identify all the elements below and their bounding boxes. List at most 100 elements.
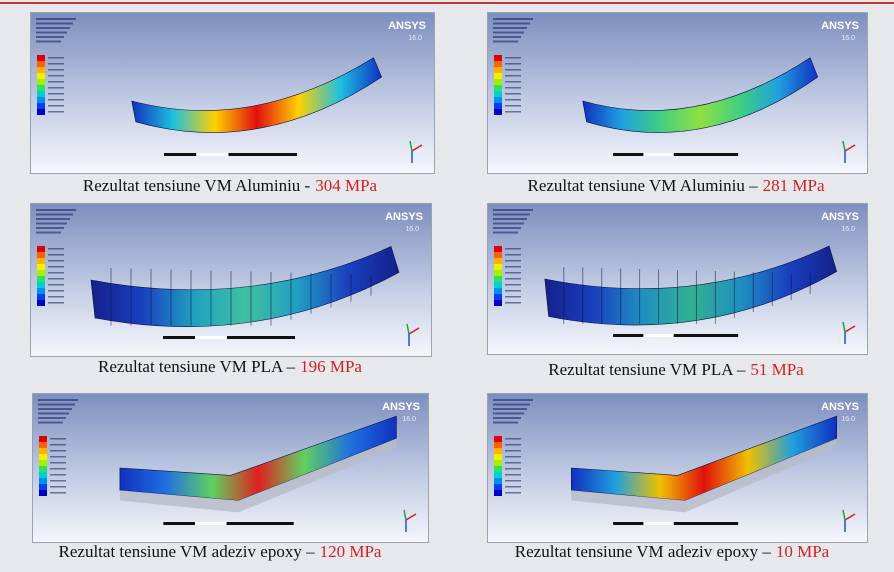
legend-swatch — [39, 460, 47, 466]
header-line — [493, 27, 527, 29]
legend-swatch — [494, 91, 502, 97]
legend-swatch — [494, 466, 502, 472]
header-line — [36, 218, 70, 220]
legend-tick-text — [48, 272, 64, 274]
header-line — [38, 399, 78, 401]
legend-tick-text — [48, 99, 64, 101]
legend-swatch — [494, 490, 502, 496]
scale-bar — [613, 522, 738, 525]
simulation-view: ANSYS16.0 — [31, 204, 431, 356]
caption-text: Rezultat tensiune VM Aluminiu – — [528, 176, 758, 195]
legend-swatch — [37, 288, 45, 294]
legend-swatch — [494, 252, 502, 258]
legend-tick-text — [505, 87, 521, 89]
header-line — [36, 36, 64, 38]
legend-tick-text — [48, 75, 64, 77]
logo: ANSYS — [388, 20, 426, 32]
legend-tick-text — [505, 444, 521, 446]
legend-swatch — [39, 490, 47, 496]
header-line — [36, 232, 61, 234]
legend-tick-text — [505, 99, 521, 101]
legend-tick-text — [48, 81, 64, 83]
header-line — [36, 223, 67, 225]
legend-swatch — [39, 478, 47, 484]
simulation-view: ANSYS16.0 — [488, 13, 867, 173]
legend-tick-text — [48, 57, 64, 59]
caption-text: Rezultat tensiune VM PLA – — [548, 360, 745, 379]
background — [488, 394, 867, 542]
legend-tick-text — [50, 456, 66, 458]
header-line — [493, 218, 527, 220]
legend-swatch — [37, 55, 45, 61]
legend-swatch — [39, 466, 47, 472]
header-line — [493, 422, 518, 424]
version: 16.0 — [402, 416, 416, 423]
legend-tick-text — [505, 296, 521, 298]
legend-swatch — [37, 294, 45, 300]
scale-bar — [643, 153, 673, 156]
legend-swatch — [37, 67, 45, 73]
legend-swatch — [37, 270, 45, 276]
simulation-view: ANSYS16.0 — [33, 394, 428, 542]
legend-tick-text — [50, 492, 66, 494]
header-line — [493, 232, 518, 234]
background — [33, 394, 428, 542]
legend-swatch — [37, 276, 45, 282]
caption: Rezultat tensiune VM PLA –51 MPa — [466, 360, 886, 380]
legend-swatch — [37, 91, 45, 97]
header-line — [493, 399, 533, 401]
legend-tick-text — [505, 81, 521, 83]
header-line — [493, 227, 521, 229]
legend-swatch — [494, 55, 502, 61]
legend-swatch — [494, 246, 502, 252]
version: 16.0 — [841, 226, 855, 233]
legend-tick-text — [48, 87, 64, 89]
legend-tick-text — [505, 450, 521, 452]
legend-swatch — [494, 73, 502, 79]
version: 16.0 — [405, 226, 419, 233]
legend-tick-text — [50, 444, 66, 446]
legend-swatch — [37, 109, 45, 115]
caption: Rezultat tensiune VM PLA –196 MPa — [10, 357, 450, 377]
legend-tick-text — [505, 272, 521, 274]
header-line — [38, 417, 66, 419]
header-line — [36, 41, 61, 43]
legend-swatch — [494, 67, 502, 73]
legend-swatch — [494, 288, 502, 294]
legend-swatch — [39, 484, 47, 490]
result-value: 120 MPa — [320, 542, 382, 561]
header-line — [493, 36, 521, 38]
legend-tick-text — [48, 284, 64, 286]
legend-swatch — [494, 85, 502, 91]
legend-tick-text — [48, 290, 64, 292]
legend-swatch — [37, 79, 45, 85]
header-line — [36, 18, 76, 20]
result-value: 304 MPa — [315, 176, 377, 195]
legend-swatch — [494, 478, 502, 484]
legend-tick-text — [505, 105, 521, 107]
legend-tick-text — [48, 111, 64, 113]
legend-swatch — [39, 442, 47, 448]
header-line — [493, 413, 524, 415]
scale-bar — [164, 153, 297, 156]
header-line — [493, 417, 521, 419]
logo: ANSYS — [821, 401, 859, 413]
legend-swatch — [39, 436, 47, 442]
legend-swatch — [494, 103, 502, 109]
legend-tick-text — [505, 468, 521, 470]
legend-tick-text — [48, 93, 64, 95]
legend-tick-text — [505, 254, 521, 256]
caption-text: Rezultat tensiune VM Aluminiu - — [83, 176, 310, 195]
header-line — [493, 32, 524, 34]
legend-tick-text — [505, 456, 521, 458]
legend-swatch — [494, 258, 502, 264]
legend-tick-text — [505, 63, 521, 65]
header-line — [493, 18, 533, 20]
scale-bar — [613, 153, 738, 156]
legend-swatch — [37, 73, 45, 79]
header-line — [38, 408, 72, 410]
legend-tick-text — [505, 278, 521, 280]
